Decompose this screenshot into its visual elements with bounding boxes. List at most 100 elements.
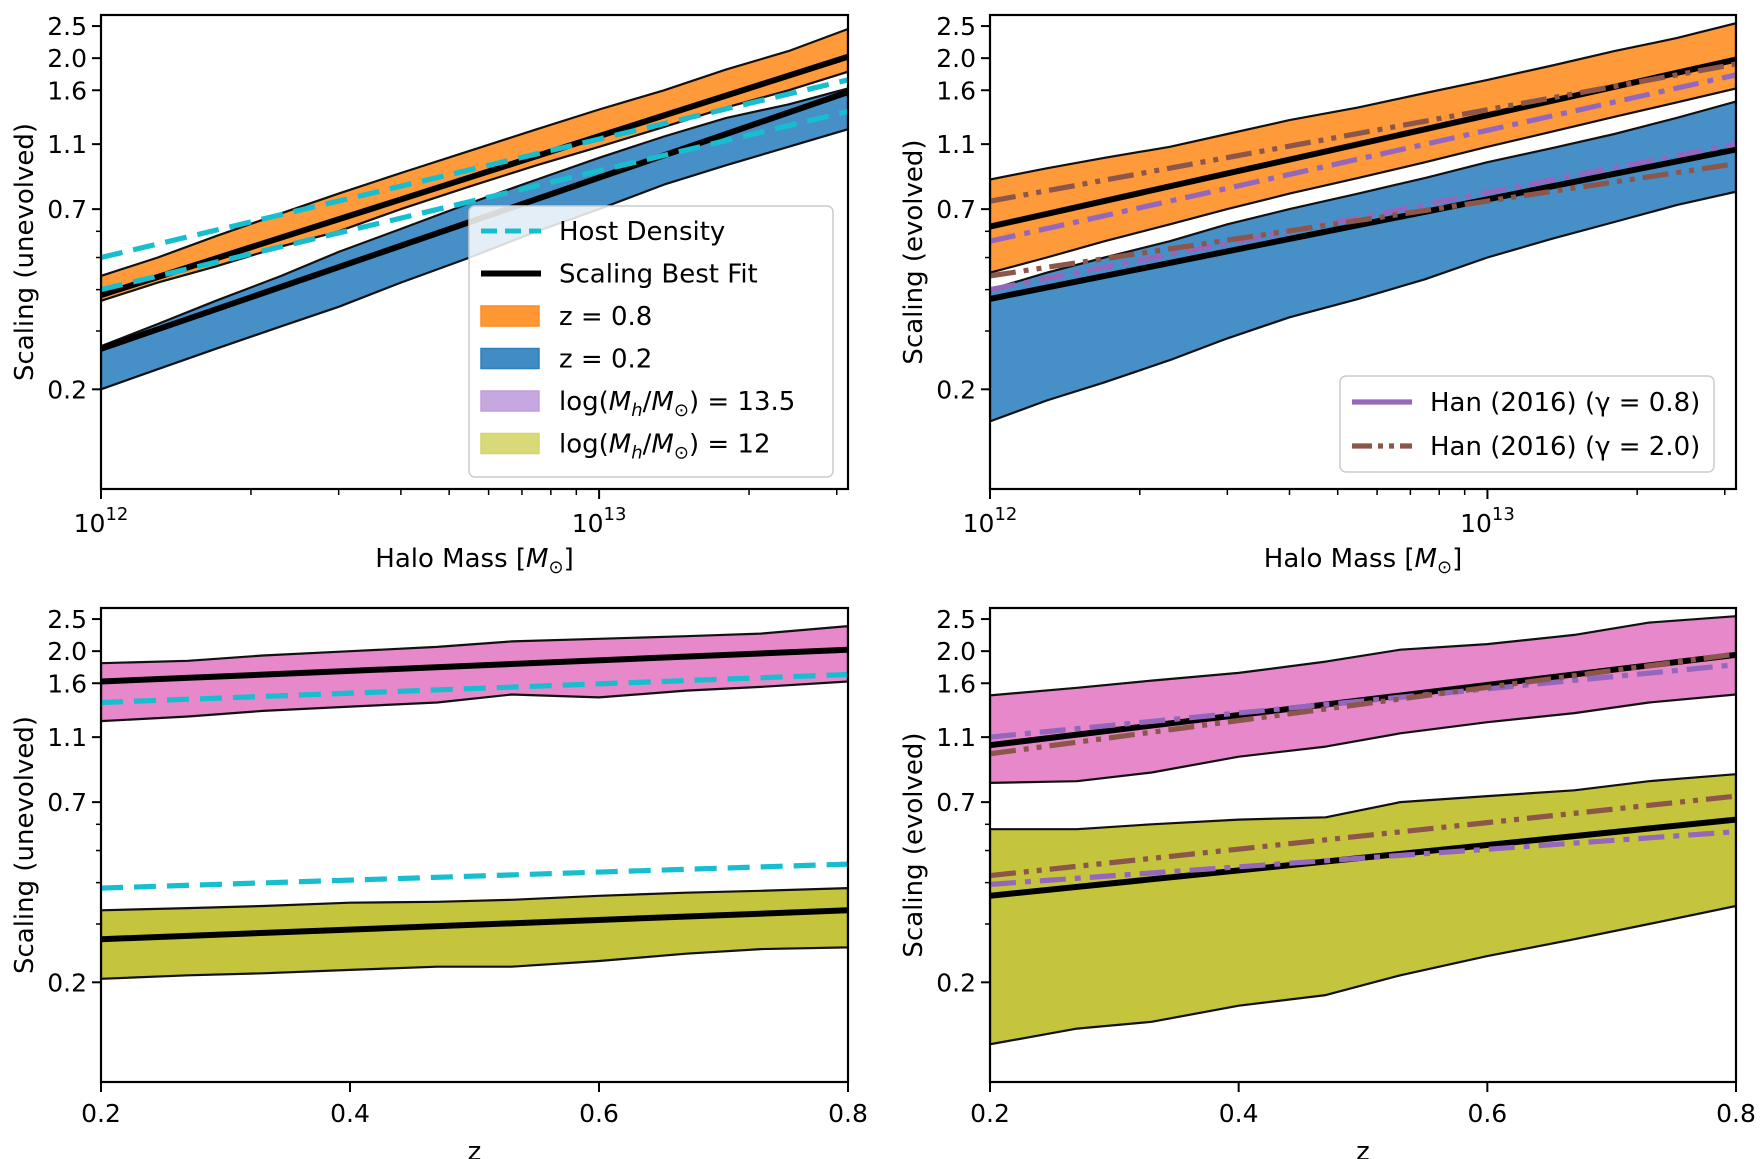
xtick-exp: 12 — [994, 504, 1017, 525]
ytick-label-1: 0.7 — [47, 788, 87, 817]
line-fit-0 — [101, 907, 848, 943]
legend-label-1: Han (2016) (γ = 2.0) — [1430, 432, 1700, 462]
ytick-label-0: 0.2 — [936, 968, 976, 997]
ytick-label-2: 1.1 — [47, 130, 87, 159]
ytick-label-5: 2.5 — [936, 12, 976, 41]
line-host-3 — [101, 77, 848, 261]
plot-area — [990, 615, 1736, 1046]
legend-text: / — [643, 430, 652, 460]
x-label-m: M — [526, 544, 548, 574]
axes-frame — [99, 13, 850, 491]
band-1 — [990, 773, 1736, 1046]
x-label-part: Halo Mass [ — [375, 544, 526, 574]
xtick-label-2: 0.6 — [1467, 1099, 1507, 1128]
line-fit-1 — [990, 56, 1736, 230]
x-label-sub: ⊙ — [548, 557, 563, 578]
xtick-label-1: 0.4 — [1219, 1099, 1259, 1128]
xtick-base: 10 — [74, 509, 106, 538]
line-host-2 — [101, 861, 848, 891]
legend-label-0: Host Density — [559, 217, 725, 247]
line-han08-3 — [990, 662, 1736, 740]
y-axis-label: Scaling (unevolved) — [10, 716, 40, 974]
legend-swatch-patch-5 — [480, 432, 540, 455]
legend-text-m: M — [651, 387, 673, 417]
legend-text: log( — [559, 430, 609, 460]
line-han08-2 — [990, 829, 1736, 887]
legend-text-sub: h — [631, 443, 642, 464]
x-axis-label: Halo Mass [M⊙] — [375, 544, 573, 578]
band-1 — [101, 887, 848, 980]
ytick-label-2: 1.1 — [47, 723, 87, 752]
legend-text-m: M — [609, 387, 631, 417]
ytick-label-4: 2.0 — [47, 44, 87, 73]
xtick-label-0: 0.2 — [81, 1099, 121, 1128]
y-axis-label: Scaling (unevolved) — [10, 123, 40, 381]
xtick-label-0: 1012 — [963, 504, 1018, 538]
axes-frame — [988, 606, 1738, 1084]
line-han20-4 — [990, 161, 1736, 279]
ytick-label-3: 1.6 — [936, 76, 976, 105]
x-label-part: ] — [564, 544, 574, 574]
ytick-label-2: 1.1 — [936, 130, 976, 159]
ytick-label-0: 0.2 — [47, 375, 87, 404]
line-fit-1 — [101, 646, 848, 685]
axes-frame — [99, 606, 850, 1084]
legend-text: ) = 12 — [689, 430, 771, 460]
legend-label-4: log(Mh/M⊙) = 13.5 — [559, 387, 795, 421]
x-label-sub: ⊙ — [1437, 557, 1452, 578]
legend-upper-left: Host Density Scaling Best Fit z = 0.8 z = 0… — [468, 205, 834, 478]
xtick-label-3: 0.8 — [828, 1099, 868, 1128]
legend-swatch-patch-2 — [480, 305, 540, 327]
xtick-label-2: 0.6 — [579, 1099, 619, 1128]
ytick-label-4: 2.0 — [936, 44, 976, 73]
xtick-label-0: 1012 — [74, 504, 129, 538]
ytick-label-3: 1.6 — [936, 669, 976, 698]
xtick-base: 10 — [963, 509, 995, 538]
legend-swatch-patch-4 — [480, 390, 540, 412]
x-axis-label: z — [468, 1137, 482, 1159]
legend-label-5: log(Mh/M⊙) = 12 — [559, 430, 770, 464]
panel-bottom-right: 0.2 0.7 1.1 1.6 2.0 2.5 0.2 0.4 0.6 0.8 z Scaling (… — [899, 605, 1756, 1159]
line-fit-1 — [101, 53, 848, 298]
line-host-3 — [101, 671, 848, 706]
line-han20-5 — [990, 651, 1736, 757]
y-axis-label: Scaling (evolved) — [899, 139, 929, 364]
line-han20-5 — [990, 61, 1736, 204]
legends: Host Density Scaling Best Fit z = 0.8 z = 0… — [468, 205, 1715, 478]
line-fit-0 — [990, 146, 1736, 302]
y-axis-label: Scaling (evolved) — [899, 732, 929, 957]
ytick-label-5: 2.5 — [936, 605, 976, 634]
legend-frame — [1339, 375, 1715, 473]
legend-text: log( — [559, 387, 609, 417]
x-axis-label: z — [1356, 1137, 1370, 1159]
x-axis-label: Halo Mass [M⊙] — [1264, 544, 1462, 578]
legend-text: / — [643, 387, 652, 417]
legend-text-sub: ⊙ — [674, 443, 689, 464]
xtick-label-1: 1013 — [572, 504, 627, 538]
xtick-label-0: 0.2 — [970, 1099, 1010, 1128]
ytick-label-4: 2.0 — [47, 637, 87, 666]
band-1 — [990, 22, 1736, 274]
ytick-label-2: 1.1 — [936, 723, 976, 752]
legend-text-m: M — [651, 430, 673, 460]
xtick-label-3: 0.8 — [1716, 1099, 1756, 1128]
legend-upper-right: Han (2016) (γ = 0.8) Han (2016) (γ = 2.0) — [1339, 375, 1715, 473]
ytick-label-3: 1.6 — [47, 76, 87, 105]
legend-swatch-patch-3 — [480, 347, 540, 370]
x-label-m: M — [1415, 544, 1437, 574]
axes-frame — [988, 13, 1738, 491]
ytick-label-1: 0.7 — [47, 195, 87, 224]
xtick-label-1: 1013 — [1460, 504, 1515, 538]
ytick-label-0: 0.2 — [936, 375, 976, 404]
panel-bottom-left: 0.2 0.7 1.1 1.6 2.0 2.5 0.2 0.4 0.6 0.8 z Scaling (… — [10, 605, 868, 1159]
xtick-exp: 13 — [604, 504, 627, 525]
ytick-label-1: 0.7 — [936, 788, 976, 817]
xtick-exp: 13 — [1492, 504, 1515, 525]
legend-label-0: Han (2016) (γ = 0.8) — [1430, 388, 1700, 418]
xtick-label-1: 0.4 — [330, 1099, 370, 1128]
legend-label-1: Scaling Best Fit — [559, 260, 758, 290]
x-label-part: Halo Mass [ — [1264, 544, 1415, 574]
xtick-base: 10 — [572, 509, 604, 538]
